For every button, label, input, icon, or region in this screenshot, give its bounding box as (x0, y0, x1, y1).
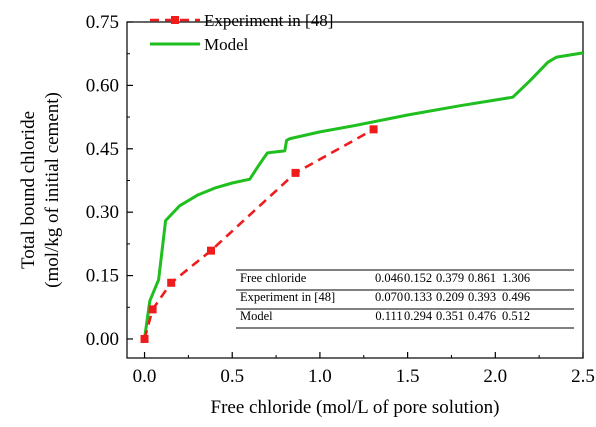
table-row-label: Model (240, 309, 273, 323)
table-cell: 0.496 (502, 290, 530, 304)
experiment-point (148, 305, 157, 314)
y-axis-title-line1: Total bound chloride (18, 111, 39, 269)
x-tick-label: 0.5 (220, 366, 244, 387)
legend-label-experiment: Experiment in [48] (204, 11, 333, 30)
legend: Experiment in [48] Model (150, 11, 333, 54)
experiment-point (167, 278, 176, 287)
model-line (143, 51, 584, 340)
experiment-point (291, 168, 300, 177)
table-cell: 1.306 (502, 271, 530, 285)
x-tick-label: 1.5 (396, 366, 420, 387)
table-cell: 0.070 (375, 290, 403, 304)
table-cell: 0.861 (468, 271, 496, 285)
series-layer (140, 51, 584, 343)
y-tick-label: 0.00 (86, 329, 119, 350)
experiment-point (369, 125, 378, 134)
plot-frame (126, 21, 584, 359)
table-cell: 0.046 (375, 271, 403, 285)
table-row-label: Experiment in [48] (240, 290, 335, 304)
table-cell: 0.152 (404, 271, 432, 285)
axes-layer: 0.0 0.5 1.0 1.5 2.0 2.5 0.00 0.15 0.30 0.45 0.60 0.… (18, 12, 595, 418)
table-cell: 0.476 (468, 309, 496, 323)
experiment-point (207, 246, 216, 255)
table-cell: 0.209 (436, 290, 464, 304)
table-cell: 0.111 (375, 309, 402, 323)
x-tick-label: 2.0 (483, 366, 507, 387)
legend-marker-experiment (171, 16, 179, 24)
y-tick-label: 0.30 (86, 202, 119, 223)
table-cell: 0.294 (404, 309, 433, 323)
table-cell: 0.351 (436, 309, 464, 323)
table-cell: 0.133 (404, 290, 432, 304)
x-tick-label: 1.0 (308, 366, 332, 387)
data-table: Free chloride 0.046 0.152 0.379 0.861 1.306 Ex… (236, 269, 574, 329)
table-cell: 0.512 (502, 309, 530, 323)
y-tick-label: 0.45 (86, 139, 119, 160)
y-axis-title-line2: (mol/kg of initial cement) (42, 92, 63, 288)
legend-label-model: Model (204, 35, 249, 54)
x-tick-label: 0.0 (133, 366, 157, 387)
y-tick-label: 0.75 (86, 12, 119, 33)
experiment-line (143, 128, 375, 340)
table-row-label: Free chloride (240, 271, 307, 285)
x-tick-label: 2.5 (571, 366, 595, 387)
y-tick-label: 0.60 (86, 75, 119, 96)
table-cell: 0.379 (436, 271, 464, 285)
table-cell: 0.393 (468, 290, 496, 304)
y-tick-label: 0.15 (86, 266, 119, 287)
experiment-point (140, 334, 149, 343)
x-axis-title: Free chloride (mol/L of pore solution) (211, 397, 500, 418)
